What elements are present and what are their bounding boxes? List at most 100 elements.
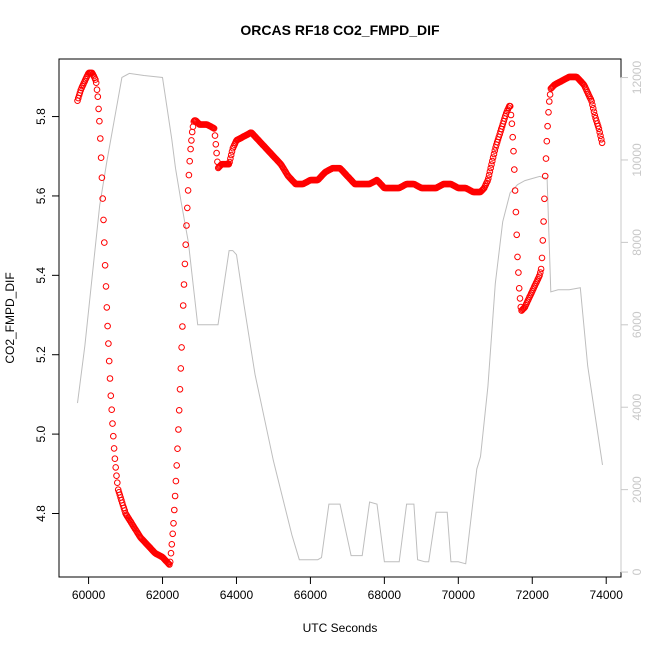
data-point bbox=[113, 472, 120, 480]
data-point bbox=[185, 171, 193, 179]
data-point bbox=[590, 108, 598, 116]
data-point bbox=[184, 187, 192, 194]
data-point bbox=[490, 150, 498, 158]
data-point bbox=[94, 93, 102, 100]
y-tick-label: 5.0 bbox=[34, 425, 48, 442]
data-point bbox=[507, 111, 515, 119]
data-point bbox=[111, 455, 119, 463]
data-point bbox=[515, 269, 522, 276]
x-tick-label: 60000 bbox=[72, 588, 106, 602]
y2-tick-label: 8000 bbox=[630, 229, 644, 256]
data-point bbox=[537, 269, 544, 276]
data-point bbox=[487, 164, 495, 172]
data-point bbox=[110, 432, 117, 440]
data-point bbox=[99, 195, 106, 202]
data-point bbox=[514, 253, 521, 261]
data-point bbox=[104, 322, 111, 330]
data-point bbox=[178, 344, 185, 351]
data-point bbox=[489, 154, 497, 161]
data-point bbox=[489, 157, 496, 165]
x-tick-label: 72000 bbox=[516, 588, 550, 602]
data-point bbox=[174, 445, 181, 453]
data-point bbox=[173, 462, 180, 469]
data-point bbox=[170, 520, 177, 527]
data-point bbox=[508, 120, 516, 127]
data-point bbox=[588, 98, 595, 105]
data-point bbox=[97, 154, 105, 161]
points-layer bbox=[74, 69, 606, 568]
data-point bbox=[112, 464, 119, 471]
y-axis-label: CO2_FMPD_DIF bbox=[3, 272, 17, 363]
data-point bbox=[536, 272, 543, 279]
data-point bbox=[538, 254, 546, 262]
data-point bbox=[542, 155, 550, 162]
data-point bbox=[98, 174, 106, 181]
data-point bbox=[169, 530, 176, 538]
data-point bbox=[596, 129, 604, 136]
data-point bbox=[485, 171, 493, 179]
data-point bbox=[175, 407, 183, 414]
data-point bbox=[121, 507, 128, 514]
y2-axis: 0 2000 4000 6000 8000 10000 12000 bbox=[620, 61, 644, 575]
data-point bbox=[171, 506, 178, 514]
data-point bbox=[544, 122, 551, 130]
y-tick-label: 5.6 bbox=[34, 187, 48, 204]
data-point bbox=[105, 340, 112, 347]
data-point bbox=[95, 105, 102, 113]
data-point bbox=[589, 101, 596, 109]
data-point bbox=[541, 195, 548, 203]
data-point bbox=[598, 136, 605, 143]
data-point bbox=[167, 549, 175, 557]
x-tick-label: 64000 bbox=[220, 588, 254, 602]
data-point bbox=[172, 477, 180, 485]
data-point bbox=[105, 357, 113, 365]
data-point bbox=[543, 137, 551, 145]
data-point bbox=[177, 365, 185, 372]
data-point bbox=[537, 265, 545, 273]
altitude-line-layer bbox=[77, 72, 603, 565]
data-point bbox=[101, 239, 108, 246]
x-axis-label: UTC Seconds bbox=[303, 621, 378, 635]
y2-tick-label: 4000 bbox=[630, 394, 644, 421]
data-point bbox=[183, 222, 190, 229]
x-tick-label: 66000 bbox=[294, 588, 328, 602]
data-point bbox=[166, 558, 174, 566]
data-point bbox=[506, 102, 514, 110]
data-point bbox=[515, 285, 523, 292]
chart-title: ORCAS RF18 CO2_FMPD_DIF bbox=[240, 22, 440, 38]
x-tick-label: 74000 bbox=[590, 588, 624, 602]
data-point bbox=[103, 304, 111, 311]
y2-tick-label: 10000 bbox=[630, 143, 644, 177]
data-point bbox=[516, 295, 524, 302]
y-tick-label: 5.2 bbox=[34, 346, 48, 363]
data-point bbox=[102, 283, 110, 290]
data-point bbox=[511, 166, 518, 173]
data-point bbox=[186, 157, 193, 165]
data-point bbox=[509, 133, 517, 141]
y-tick-label: 4.8 bbox=[34, 505, 48, 522]
data-point bbox=[540, 218, 547, 225]
data-point bbox=[106, 375, 114, 382]
data-point bbox=[109, 420, 116, 427]
x-tick-label: 62000 bbox=[146, 588, 180, 602]
data-point bbox=[92, 76, 99, 83]
data-point bbox=[211, 132, 219, 139]
data-point bbox=[184, 204, 191, 212]
data-point bbox=[101, 262, 109, 269]
data-point bbox=[227, 151, 235, 159]
data-point bbox=[175, 426, 182, 433]
y2-tick-label: 0 bbox=[630, 568, 644, 575]
x-tick-label: 70000 bbox=[442, 588, 476, 602]
data-point bbox=[486, 168, 494, 175]
data-point bbox=[179, 323, 186, 330]
y2-tick-label: 12000 bbox=[630, 61, 644, 95]
data-point bbox=[188, 137, 195, 144]
data-point bbox=[491, 147, 499, 154]
y-tick-label: 5.4 bbox=[34, 267, 48, 284]
data-point bbox=[181, 260, 189, 268]
data-point bbox=[546, 98, 553, 105]
data-point bbox=[97, 135, 104, 142]
data-point bbox=[485, 175, 492, 182]
data-point bbox=[539, 237, 547, 244]
